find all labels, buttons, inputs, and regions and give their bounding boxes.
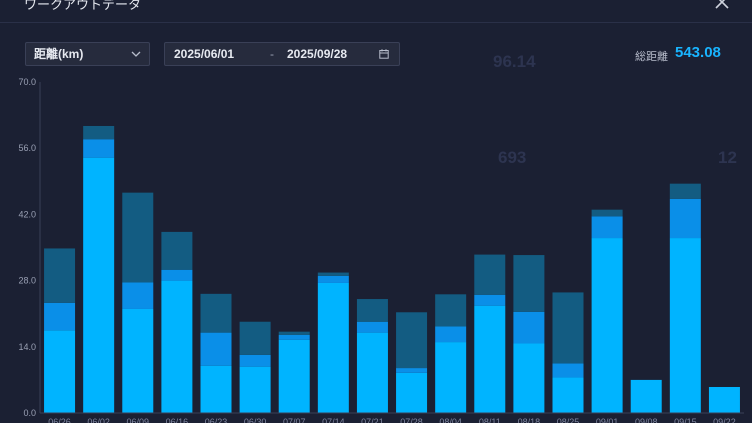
total-distance-label: 総距離 (635, 51, 668, 63)
chevron-down-icon (131, 51, 141, 57)
date-end[interactable]: 2025/09/28 (287, 47, 348, 61)
x-tick-label: 08/11 (479, 417, 501, 423)
y-tick-label: 14.0 (18, 342, 36, 352)
x-tick-label: 08/18 (518, 417, 541, 423)
background-number: 693 (498, 148, 527, 167)
bar-segment[interactable] (44, 248, 76, 303)
bar-segment[interactable] (83, 139, 115, 158)
bar-segment[interactable] (161, 280, 193, 413)
date-start[interactable]: 2025/06/01 (174, 47, 235, 61)
x-tick-label: 07/14 (322, 417, 345, 423)
bar-segment[interactable] (161, 269, 193, 281)
x-tick-label: 07/28 (400, 417, 423, 423)
bar-segment[interactable] (669, 198, 701, 239)
bar-segment[interactable] (278, 334, 310, 340)
title-bar: ワークアウトデータ (0, 0, 752, 23)
bar-segment[interactable] (435, 326, 467, 343)
bar-segment[interactable] (474, 294, 506, 306)
bar-segment[interactable] (396, 372, 428, 413)
y-tick-label: 0.0 (23, 408, 36, 418)
bar-segment[interactable] (161, 231, 193, 270)
bar-segment[interactable] (44, 302, 76, 331)
x-tick-label: 06/26 (48, 417, 71, 423)
bar-segment[interactable] (200, 332, 232, 366)
total-distance-value: 543.08 (675, 44, 721, 61)
bar-segment[interactable] (669, 238, 701, 413)
bar-segment[interactable] (552, 377, 584, 413)
x-tick-label: 06/23 (205, 417, 228, 423)
bar-segment[interactable] (552, 363, 584, 378)
x-tick-label: 06/30 (244, 417, 267, 423)
date-separator: - (270, 47, 274, 61)
bar-segment[interactable] (552, 292, 584, 364)
x-tick-label: 09/01 (596, 417, 619, 423)
bar-segment[interactable] (435, 342, 467, 413)
bar-segment[interactable] (317, 282, 349, 413)
window-title: ワークアウトデータ (24, 0, 142, 12)
y-tick-label: 42.0 (18, 209, 36, 219)
bar-segment[interactable] (317, 272, 349, 276)
close-icon[interactable] (712, 0, 732, 14)
bar-segment[interactable] (83, 125, 115, 140)
bar-segment[interactable] (239, 321, 271, 355)
y-tick-label: 70.0 (18, 77, 36, 87)
bar-segment[interactable] (200, 365, 232, 413)
metric-select[interactable]: 距離(km) (25, 42, 150, 66)
bar-segment[interactable] (122, 308, 154, 413)
bar-segment[interactable] (278, 331, 310, 335)
x-tick-label: 08/04 (439, 417, 462, 423)
bar-segment[interactable] (474, 254, 506, 295)
bar-segment[interactable] (513, 255, 545, 312)
bar-segment[interactable] (708, 386, 740, 413)
bar-segment[interactable] (513, 343, 545, 413)
x-tick-label: 09/08 (635, 417, 658, 423)
bar-segment[interactable] (356, 332, 388, 413)
bar-segment[interactable] (396, 312, 428, 369)
bar-segment[interactable] (83, 157, 115, 413)
x-tick-label: 09/22 (713, 417, 736, 423)
bar-segment[interactable] (513, 311, 545, 344)
bar-segment[interactable] (396, 368, 428, 373)
background-number: 12 (718, 148, 737, 167)
date-range-picker[interactable]: 2025/06/01 - 2025/09/28 (164, 42, 400, 66)
bar-segment[interactable] (278, 339, 310, 413)
x-tick-label: 08/25 (557, 417, 580, 423)
x-tick-label: 06/02 (87, 417, 110, 423)
bar-segment[interactable] (630, 379, 662, 413)
bar-segment[interactable] (356, 321, 388, 333)
bar-segment[interactable] (591, 216, 623, 239)
bar-segment[interactable] (239, 354, 271, 367)
bar-segment[interactable] (317, 275, 349, 283)
bar-segment[interactable] (669, 183, 701, 199)
x-tick-label: 07/21 (361, 417, 384, 423)
bar-segment[interactable] (44, 330, 76, 413)
bar-segment[interactable] (239, 366, 271, 413)
y-tick-label: 28.0 (18, 276, 36, 286)
bar-segment[interactable] (591, 238, 623, 413)
bar-segment[interactable] (122, 282, 154, 309)
bar-segment[interactable] (591, 209, 623, 217)
y-tick-label: 56.0 (18, 143, 36, 153)
bar-segment[interactable] (474, 305, 506, 413)
bar-segment[interactable] (200, 293, 232, 333)
background-number: 96.14 (493, 52, 536, 71)
x-tick-label: 06/09 (127, 417, 150, 423)
metric-select-value: 距離(km) (34, 47, 84, 61)
x-tick-label: 07/07 (283, 417, 306, 423)
x-tick-label: 09/15 (674, 417, 697, 423)
bar-segment[interactable] (435, 294, 467, 327)
calendar-icon[interactable] (379, 49, 389, 59)
x-tick-label: 06/16 (166, 417, 189, 423)
bar-segment[interactable] (356, 299, 388, 322)
bar-segment[interactable] (122, 192, 154, 283)
